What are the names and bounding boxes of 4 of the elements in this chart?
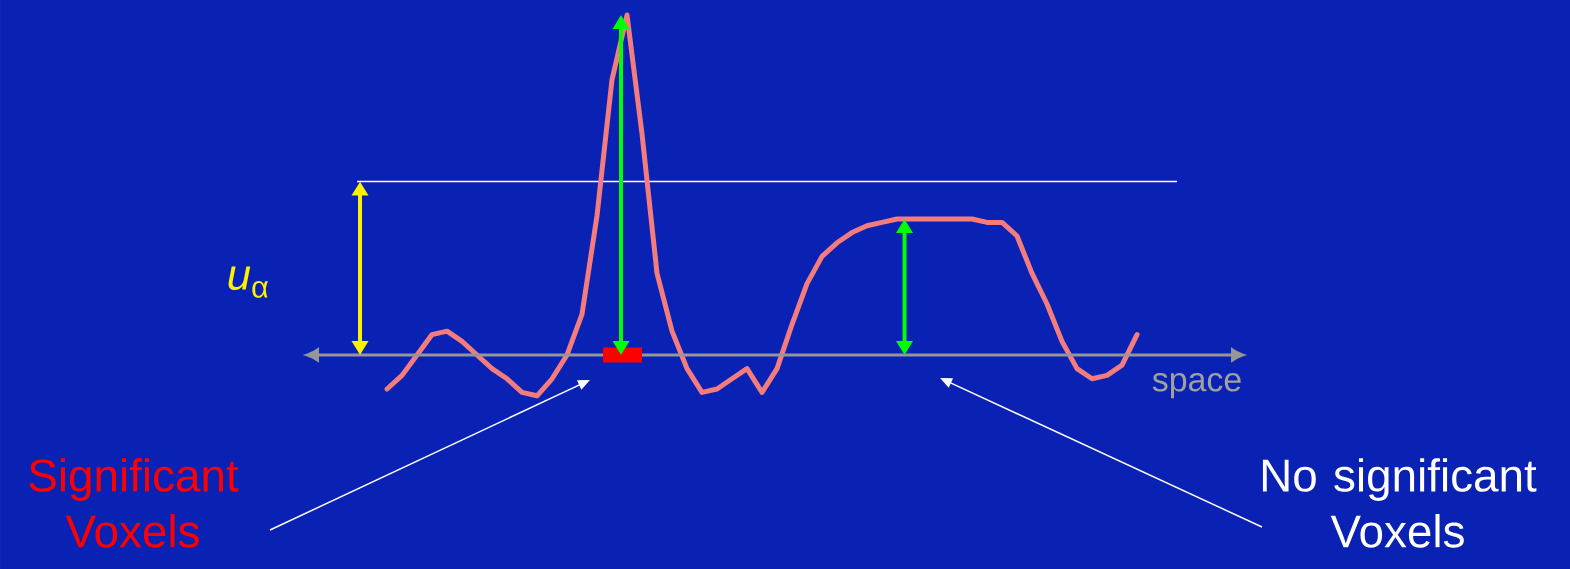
ref-line-label: u$_{α}$: [228, 266, 268, 298]
text: Significant Voxels: [29, 458, 239, 548]
text: No significant Voxels: [1262, 458, 1537, 548]
x-axis-title: space: [1152, 372, 1241, 399]
